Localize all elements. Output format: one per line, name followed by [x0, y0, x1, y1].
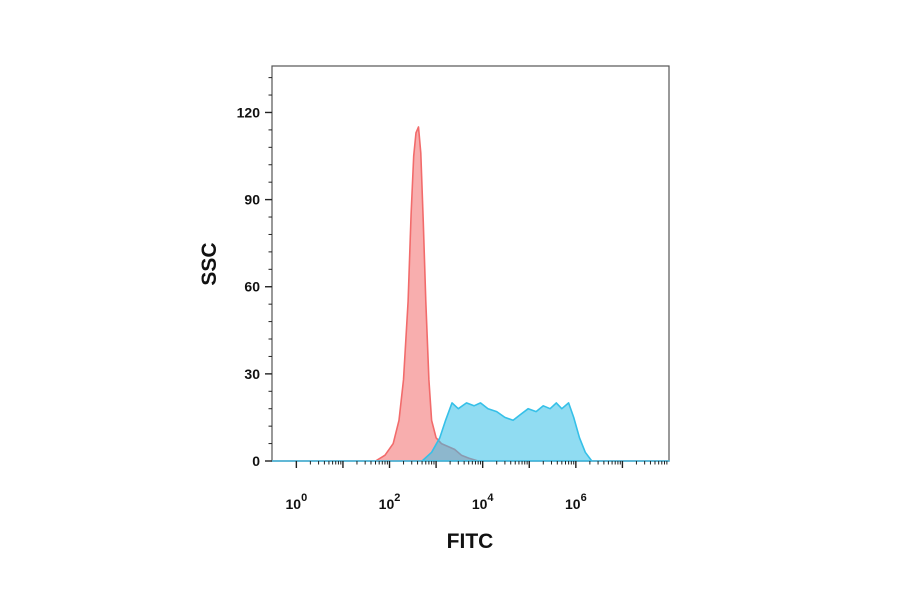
x-tick-label: 100: [286, 492, 308, 512]
y-axis-label: SSC: [198, 242, 221, 285]
y-tick-label: 90: [244, 192, 260, 208]
x-axis-label: FITC: [447, 530, 494, 553]
y-tick-label: 30: [244, 366, 260, 382]
plot-frame: [271, 65, 670, 462]
x-tick-label: 104: [472, 492, 495, 512]
series-area-2: [271, 402, 670, 462]
y-tick-label: 60: [244, 279, 260, 295]
y-tick-label: 0: [252, 453, 260, 469]
x-tick-label: 106: [565, 492, 587, 512]
x-tick-label: 102: [379, 492, 401, 512]
y-axis: 0 30 60 90 120: [237, 77, 272, 469]
y-tick-label: 120: [237, 104, 261, 120]
series-layer: [271, 126, 670, 462]
x-axis: 100 102 104 106: [286, 461, 668, 512]
